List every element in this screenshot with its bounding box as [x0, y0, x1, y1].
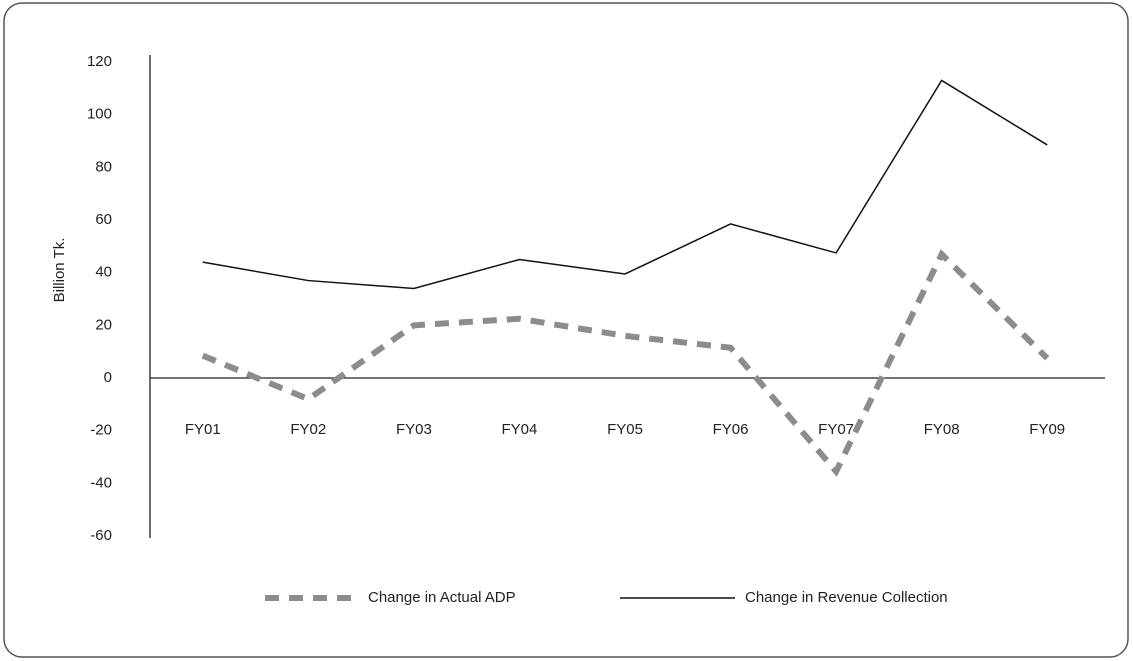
line: [201, 249, 1050, 477]
y-tick-label: 100: [87, 106, 112, 123]
x-tick-label: FY02: [290, 421, 326, 438]
x-tick-label: FY07: [818, 421, 854, 438]
y-tick-label: -20: [90, 422, 112, 439]
y-tick-label: 80: [95, 158, 112, 175]
y-axis-label: Billion Tk.: [51, 238, 68, 303]
x-tick-label: FY06: [713, 421, 749, 438]
y-tick-label: 0: [104, 369, 112, 386]
y-tick-label: 40: [95, 264, 112, 281]
x-tick-label: FY04: [502, 421, 538, 438]
line: [202, 79, 1048, 290]
y-tick-label: 120: [87, 53, 112, 70]
x-tick-label: FY05: [607, 421, 643, 438]
x-tick-label: FY08: [924, 421, 960, 438]
y-tick-label: -60: [90, 527, 112, 544]
y-tick-label: -40: [90, 474, 112, 491]
x-tick-label: FY03: [396, 421, 432, 438]
x-tick-label: FY09: [1029, 421, 1065, 438]
frame: [3, 2, 1129, 658]
legend-label: Change in Revenue Collection: [745, 589, 948, 606]
y-tick-label: 60: [95, 211, 112, 228]
x-tick-label: FY01: [185, 421, 221, 438]
legend-label: Change in Actual ADP: [368, 589, 516, 606]
y-tick-label: 20: [95, 316, 112, 333]
